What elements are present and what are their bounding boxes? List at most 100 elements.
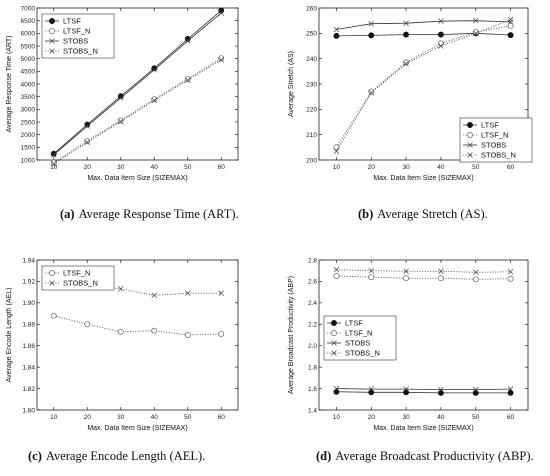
data-point (218, 7, 225, 14)
series-line (336, 391, 511, 394)
y-tick-label: 1.8 (308, 364, 317, 371)
legend-entry-label: STOBS (63, 37, 88, 46)
legend-marker (49, 18, 55, 24)
data-point (472, 29, 479, 36)
series-line (336, 269, 511, 273)
y-tick-label: 7000 (21, 5, 36, 12)
data-point (333, 32, 340, 39)
series-line (53, 59, 222, 165)
x-tick-label: 20 (84, 414, 92, 421)
series-line (53, 10, 222, 154)
y-axis-label: Average Broadcast Productivity (ABP) (288, 276, 295, 394)
x-tick-label: 60 (218, 414, 226, 421)
legend-marker (331, 330, 337, 336)
x-tick-label: 40 (151, 414, 159, 421)
data-point (507, 16, 514, 23)
caption-text: Average Stretch (AS). (377, 207, 488, 221)
series-line (53, 315, 222, 336)
legend-entry-label: STOBS (345, 339, 370, 348)
data-point (185, 77, 191, 83)
x-tick-label: 30 (117, 414, 125, 421)
data-point (403, 386, 409, 392)
series-stobs_n (51, 57, 224, 167)
data-point (473, 30, 479, 37)
data-point (507, 386, 514, 392)
data-point (368, 90, 374, 96)
legend-marker (331, 350, 337, 356)
data-point (507, 19, 514, 25)
data-point (473, 386, 479, 393)
series-stobs_n (333, 16, 514, 154)
panel-caption: (b) Average Stretch (AS). (358, 207, 488, 221)
caption-text: Average Broadcast Productivity (ABP). (335, 449, 533, 463)
data-point (507, 275, 514, 282)
legend-entry-label: LTSF (345, 319, 363, 328)
x-axis-label: Max. Data Item Size (SIZEMAX) (87, 425, 187, 432)
data-point (184, 75, 191, 82)
x-tick-label: 30 (402, 164, 410, 171)
y-tick-label: 2.6 (308, 279, 317, 286)
y-tick-label: 2.8 (308, 257, 317, 264)
legend-marker (467, 152, 473, 158)
panel-caption: (c) Average Encode Length (AEL). (28, 449, 205, 463)
data-point (437, 31, 444, 38)
y-tick-label: 5000 (21, 56, 36, 63)
legend-entry-label: LTSF_N (345, 329, 372, 338)
y-tick-label: 1.88 (22, 322, 35, 329)
data-point (333, 273, 340, 280)
data-point (472, 389, 479, 396)
data-point (218, 330, 225, 337)
legend-entry-label: STOBS (481, 141, 506, 150)
x-tick-label: 60 (507, 164, 515, 171)
panel-caption: (a) Average Response Time (ART). (60, 207, 239, 221)
data-point (117, 328, 124, 335)
data-point (333, 26, 340, 33)
x-tick-label: 10 (50, 164, 58, 171)
x-tick-label: 60 (507, 414, 515, 421)
data-point (403, 59, 410, 66)
legend-marker (331, 340, 337, 346)
data-point (218, 10, 224, 16)
series-line (336, 32, 511, 37)
y-tick-label: 1500 (21, 145, 36, 152)
data-point (403, 268, 409, 274)
y-axis-label: Average Response Time (ART) (6, 35, 13, 132)
x-tick-label: 40 (437, 414, 445, 421)
data-point (84, 321, 91, 328)
data-point (403, 60, 409, 67)
data-point (472, 276, 479, 283)
data-point (403, 275, 410, 282)
x-tick-label: 10 (333, 414, 341, 421)
caption-tag: (c) (28, 449, 42, 463)
data-point (437, 389, 444, 396)
data-point (368, 20, 374, 27)
series-ltsf_n (50, 55, 225, 166)
y-tick-label: 230 (306, 81, 317, 88)
x-tick-label: 10 (333, 164, 341, 171)
data-point (118, 95, 124, 101)
plot-frame (36, 259, 239, 411)
y-tick-label: 1.82 (22, 386, 35, 393)
y-tick-label: 3500 (21, 94, 36, 101)
y-tick-label: 200 (306, 157, 317, 164)
y-tick-label: 250 (306, 31, 317, 38)
data-point (403, 31, 410, 38)
y-tick-label: 3000 (21, 107, 36, 114)
y-tick-label: 220 (306, 107, 317, 114)
data-point (184, 332, 191, 338)
data-point (84, 121, 91, 128)
data-point (151, 65, 158, 72)
data-point (84, 139, 90, 146)
legend-entry-label: STOBS_N (481, 151, 516, 160)
data-point (368, 88, 375, 95)
data-point (51, 152, 57, 158)
data-point (368, 386, 374, 392)
y-axis-label: Average Stretch (AS) (288, 51, 295, 117)
x-tick-label: 50 (472, 414, 480, 421)
data-point (437, 275, 444, 282)
data-point (403, 20, 409, 26)
data-point (368, 389, 375, 396)
data-point (333, 266, 340, 273)
